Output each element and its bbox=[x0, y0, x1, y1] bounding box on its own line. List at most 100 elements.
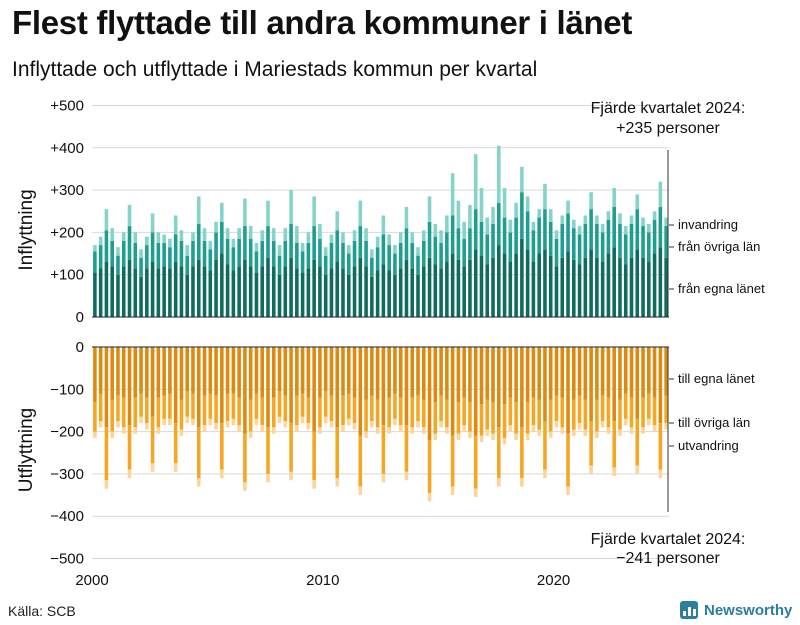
bar-out-segment bbox=[110, 399, 114, 432]
bar-in-segment bbox=[577, 226, 582, 235]
bar-out-segment bbox=[150, 347, 155, 417]
bar-out-segment bbox=[312, 347, 316, 432]
bar-in-segment bbox=[652, 219, 657, 254]
bar-in-segment bbox=[445, 215, 449, 233]
bar-out-segment bbox=[248, 431, 253, 438]
bar-out-segment bbox=[629, 397, 634, 428]
bar-in-segment bbox=[133, 232, 138, 243]
bar-out-segment bbox=[658, 469, 663, 479]
bar-out-segment bbox=[589, 347, 593, 422]
bar-in-segment bbox=[237, 238, 241, 267]
bar-out-segment bbox=[173, 423, 178, 464]
bar-out-segment bbox=[404, 471, 409, 481]
bar-out-segment bbox=[635, 418, 640, 466]
bar-in-segment bbox=[116, 274, 120, 317]
bar-in-segment bbox=[352, 240, 357, 267]
bar-in-segment bbox=[572, 219, 576, 229]
bar-in-segment bbox=[520, 238, 524, 317]
bar-in-segment bbox=[647, 232, 651, 263]
bar-out-segment bbox=[220, 423, 224, 470]
bar-in-segment bbox=[525, 249, 530, 317]
bar-in-segment bbox=[208, 249, 213, 271]
bar-out-segment bbox=[231, 347, 236, 394]
bar-out-segment bbox=[323, 347, 328, 392]
bar-in-segment bbox=[185, 255, 189, 275]
bar-in-segment bbox=[110, 228, 114, 241]
bar-out-segment bbox=[370, 395, 374, 422]
bar-out-segment bbox=[583, 429, 588, 436]
bar-in-segment bbox=[202, 228, 207, 241]
bar-in-segment bbox=[341, 268, 345, 317]
bar-in-segment bbox=[416, 255, 420, 275]
bar-out-segment bbox=[370, 421, 374, 428]
bar-in-segment bbox=[289, 223, 293, 258]
bar-in-segment bbox=[271, 240, 276, 267]
bar-out-segment bbox=[260, 425, 265, 432]
newsworthy-logo[interactable]: Newsworthy bbox=[680, 601, 792, 619]
bar-in-segment bbox=[277, 255, 282, 275]
bar-out-segment bbox=[225, 421, 230, 428]
bar-in-segment bbox=[589, 209, 593, 250]
bar-in-segment bbox=[173, 234, 178, 262]
bar-out-segment bbox=[520, 347, 524, 428]
bar-out-segment bbox=[618, 429, 622, 436]
bar-in-segment bbox=[225, 264, 230, 318]
bar-out-segment bbox=[572, 429, 576, 436]
bar-out-segment bbox=[98, 347, 103, 394]
bar-out-segment bbox=[456, 401, 461, 434]
bar-out-segment bbox=[364, 347, 368, 400]
bar-in-segment bbox=[652, 211, 657, 220]
bar-out-segment bbox=[93, 347, 97, 402]
bar-out-segment bbox=[641, 347, 645, 398]
bar-in-segment bbox=[410, 268, 415, 317]
bar-out-segment bbox=[543, 469, 547, 479]
bar-in-segment bbox=[156, 242, 161, 269]
bar-in-segment bbox=[237, 266, 241, 317]
bar-in-segment bbox=[450, 173, 455, 216]
bar-in-segment bbox=[341, 232, 345, 243]
bar-out-segment bbox=[133, 397, 138, 428]
bar-in-segment bbox=[497, 145, 501, 203]
bar-out-segment bbox=[566, 347, 570, 434]
bar-out-segment bbox=[191, 418, 195, 426]
chart-subtitle: Inflyttade och utflyttade i Mariestads k… bbox=[12, 58, 538, 81]
bar-out-segment bbox=[502, 347, 507, 405]
bar-out-segment bbox=[248, 347, 253, 400]
bar-in-segment bbox=[196, 196, 201, 224]
bar-in-segment bbox=[266, 226, 270, 258]
bar-in-segment bbox=[346, 274, 351, 317]
bar-in-segment bbox=[658, 247, 663, 317]
bar-in-segment bbox=[323, 255, 328, 275]
bar-out-segment bbox=[450, 486, 455, 496]
bar-in-segment bbox=[300, 251, 305, 273]
bar-in-segment bbox=[156, 268, 161, 317]
bar-in-segment bbox=[162, 266, 166, 317]
bar-out-segment bbox=[560, 427, 565, 434]
bar-out-segment bbox=[196, 427, 201, 479]
bar-out-segment bbox=[635, 347, 640, 419]
bar-out-segment bbox=[93, 431, 97, 438]
bar-in-segment bbox=[116, 247, 120, 256]
bar-in-segment bbox=[381, 215, 386, 235]
bar-in-segment bbox=[393, 274, 397, 317]
bar-in-segment bbox=[514, 253, 518, 317]
bar-out-segment bbox=[110, 431, 114, 438]
bar-out-segment bbox=[312, 480, 316, 489]
bar-in-segment bbox=[323, 274, 328, 317]
bar-in-segment bbox=[346, 253, 351, 275]
x-tick-label: 2020 bbox=[537, 572, 570, 589]
bar-out-segment bbox=[225, 393, 230, 422]
bar-out-segment bbox=[491, 347, 495, 402]
bar-out-segment bbox=[208, 347, 213, 394]
bar-in-segment bbox=[318, 238, 322, 267]
bar-out-segment bbox=[346, 393, 351, 419]
bar-in-segment bbox=[173, 215, 178, 235]
bar-out-segment bbox=[220, 469, 224, 479]
bar-in-segment bbox=[196, 259, 201, 317]
bar-out-segment bbox=[421, 427, 426, 434]
bar-in-segment bbox=[479, 221, 484, 256]
bar-in-segment bbox=[647, 262, 651, 317]
bar-out-segment bbox=[145, 347, 149, 398]
bar-in-segment bbox=[450, 253, 455, 317]
bar-in-segment bbox=[387, 245, 391, 271]
